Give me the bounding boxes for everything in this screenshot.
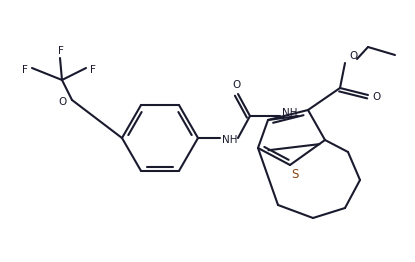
Text: S: S <box>291 168 299 182</box>
Text: O: O <box>232 80 240 90</box>
Text: F: F <box>22 65 28 75</box>
Text: O: O <box>372 92 380 102</box>
Text: O: O <box>58 97 66 107</box>
Text: F: F <box>90 65 96 75</box>
Text: NH: NH <box>222 135 238 145</box>
Text: NH: NH <box>282 108 298 118</box>
Text: F: F <box>58 46 64 56</box>
Text: O: O <box>349 51 357 61</box>
